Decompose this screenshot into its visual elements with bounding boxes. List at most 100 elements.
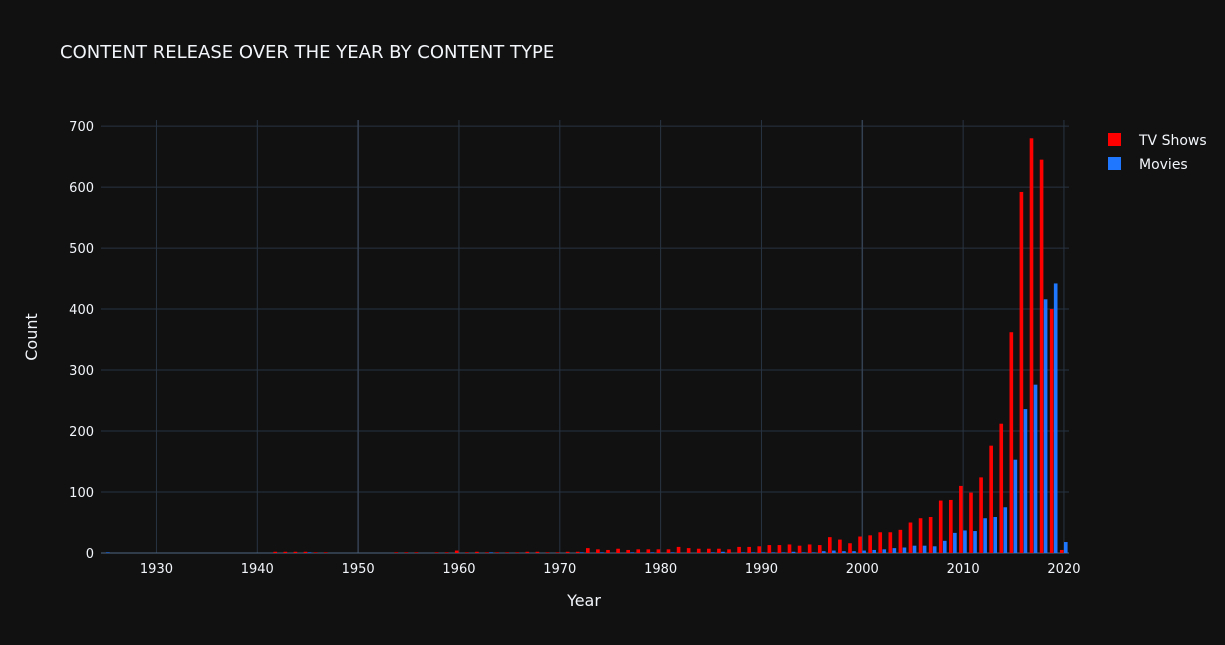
- bar-tv-shows-1944[interactable]: [293, 551, 298, 553]
- bar-movies-2009[interactable]: [953, 532, 957, 553]
- bar-tv-shows-2016[interactable]: [1019, 191, 1024, 553]
- bar-movies-2002[interactable]: [882, 549, 887, 553]
- bar-movies-1979[interactable]: [650, 552, 655, 553]
- bar-tv-shows-1985[interactable]: [707, 548, 711, 553]
- bar-movies-2012[interactable]: [983, 518, 987, 553]
- bar-movies-2001[interactable]: [872, 549, 877, 553]
- bar-tv-shows-2002[interactable]: [878, 532, 883, 553]
- bar-tv-shows-1987[interactable]: [727, 549, 731, 553]
- bar-tv-shows-1999[interactable]: [848, 543, 852, 553]
- bar-movies-1972[interactable]: [579, 552, 584, 553]
- bar-tv-shows-1969[interactable]: [545, 552, 550, 553]
- bar-movies-1925[interactable]: [106, 552, 110, 553]
- bar-movies-2015[interactable]: [1013, 459, 1018, 553]
- bar-tv-shows-1960[interactable]: [454, 550, 459, 553]
- bar-tv-shows-1989[interactable]: [747, 546, 751, 553]
- bar-movies-1981[interactable]: [670, 552, 675, 553]
- bar-movies-2020[interactable]: [1063, 542, 1068, 553]
- bar-tv-shows-1958[interactable]: [434, 552, 439, 553]
- bar-tv-shows-2017[interactable]: [1029, 138, 1034, 553]
- bar-movies-1945[interactable]: [307, 552, 312, 553]
- bar-movies-2019[interactable]: [1053, 283, 1058, 553]
- bar-tv-shows-1947[interactable]: [323, 552, 328, 553]
- bar-tv-shows-2014[interactable]: [999, 423, 1004, 553]
- bar-tv-shows-1970[interactable]: [555, 552, 560, 553]
- bar-movies-2013[interactable]: [993, 517, 998, 553]
- bar-tv-shows-1946[interactable]: [313, 552, 318, 553]
- bar-tv-shows-1966[interactable]: [515, 552, 520, 553]
- bar-tv-shows-1990[interactable]: [757, 546, 762, 553]
- bar-tv-shows-2004[interactable]: [898, 529, 903, 553]
- bar-tv-shows-1996[interactable]: [817, 545, 822, 553]
- bar-movies-1993[interactable]: [791, 551, 796, 553]
- bar-tv-shows-1993[interactable]: [787, 544, 792, 553]
- bar-tv-shows-1968[interactable]: [535, 551, 540, 553]
- bar-movies-1994[interactable]: [801, 552, 806, 553]
- bar-tv-shows-1945[interactable]: [303, 551, 308, 553]
- bar-movies-1985[interactable]: [711, 552, 715, 553]
- bar-tv-shows-1967[interactable]: [525, 551, 530, 553]
- bar-tv-shows-2009[interactable]: [949, 499, 953, 553]
- bar-movies-2011[interactable]: [973, 531, 977, 553]
- bar-tv-shows-2012[interactable]: [979, 477, 983, 553]
- bar-tv-shows-2008[interactable]: [938, 500, 943, 553]
- bar-tv-shows-1975[interactable]: [606, 549, 610, 553]
- bar-movies-1997[interactable]: [832, 550, 836, 553]
- legend-item-tv-shows[interactable]: TV Shows: [1108, 133, 1207, 149]
- bar-tv-shows-1965[interactable]: [505, 552, 509, 553]
- legend-item-movies[interactable]: Movies: [1108, 157, 1188, 173]
- bar-tv-shows-2011[interactable]: [969, 492, 973, 553]
- bar-tv-shows-1943[interactable]: [283, 551, 288, 553]
- bar-tv-shows-2020[interactable]: [1059, 549, 1064, 553]
- bar-tv-shows-1954[interactable]: [394, 552, 399, 553]
- bar-tv-shows-1995[interactable]: [807, 544, 812, 553]
- bar-tv-shows-1955[interactable]: [404, 552, 409, 553]
- bar-tv-shows-1984[interactable]: [696, 548, 701, 553]
- bar-tv-shows-2003[interactable]: [888, 532, 893, 553]
- bar-tv-shows-1982[interactable]: [676, 546, 681, 553]
- bar-movies-2005[interactable]: [912, 545, 917, 553]
- bar-movies-1998[interactable]: [842, 551, 846, 553]
- bar-movies-2014[interactable]: [1003, 507, 1008, 553]
- bar-tv-shows-1988[interactable]: [737, 546, 741, 553]
- bar-tv-shows-2019[interactable]: [1049, 309, 1054, 553]
- bar-tv-shows-1971[interactable]: [565, 551, 570, 553]
- bar-movies-2018[interactable]: [1043, 299, 1048, 553]
- bar-tv-shows-1994[interactable]: [797, 545, 802, 553]
- bar-movies-2000[interactable]: [862, 550, 866, 553]
- bar-tv-shows-2001[interactable]: [868, 535, 872, 553]
- bar-tv-shows-1991[interactable]: [767, 545, 772, 553]
- bar-tv-shows-1978[interactable]: [636, 549, 641, 553]
- bar-movies-2017[interactable]: [1033, 384, 1038, 553]
- bar-tv-shows-1961[interactable]: [465, 552, 469, 553]
- bar-tv-shows-1973[interactable]: [586, 548, 590, 553]
- bar-tv-shows-1979[interactable]: [646, 549, 651, 553]
- bar-movies-2003[interactable]: [892, 548, 897, 553]
- bar-tv-shows-2015[interactable]: [1009, 332, 1014, 553]
- bar-movies-1991[interactable]: [771, 552, 776, 553]
- bar-tv-shows-1942[interactable]: [273, 551, 278, 553]
- bar-movies-2008[interactable]: [942, 540, 947, 553]
- bar-tv-shows-1977[interactable]: [626, 549, 630, 553]
- bar-tv-shows-1963[interactable]: [485, 552, 489, 553]
- bar-tv-shows-1980[interactable]: [656, 549, 661, 553]
- bar-movies-2016[interactable]: [1023, 409, 1028, 553]
- bar-movies-1999[interactable]: [852, 551, 856, 553]
- bar-movies-1986[interactable]: [721, 551, 725, 553]
- bar-movies-1990[interactable]: [761, 552, 766, 553]
- bar-movies-2006[interactable]: [922, 545, 927, 553]
- bar-movies-2004[interactable]: [902, 547, 907, 553]
- bar-tv-shows-2007[interactable]: [928, 517, 933, 553]
- bar-movies-2007[interactable]: [932, 546, 937, 553]
- bar-movies-1992[interactable]: [781, 552, 786, 553]
- bar-tv-shows-1992[interactable]: [777, 545, 782, 553]
- bar-movies-1974[interactable]: [600, 552, 604, 553]
- bar-movies-1995[interactable]: [811, 552, 816, 553]
- bar-tv-shows-1974[interactable]: [596, 549, 600, 553]
- bar-movies-1988[interactable]: [741, 552, 745, 553]
- bar-tv-shows-1986[interactable]: [717, 548, 721, 553]
- bar-tv-shows-1962[interactable]: [475, 551, 479, 553]
- bar-tv-shows-1997[interactable]: [828, 537, 832, 553]
- bar-tv-shows-1972[interactable]: [575, 551, 580, 553]
- bar-tv-shows-1976[interactable]: [616, 548, 620, 553]
